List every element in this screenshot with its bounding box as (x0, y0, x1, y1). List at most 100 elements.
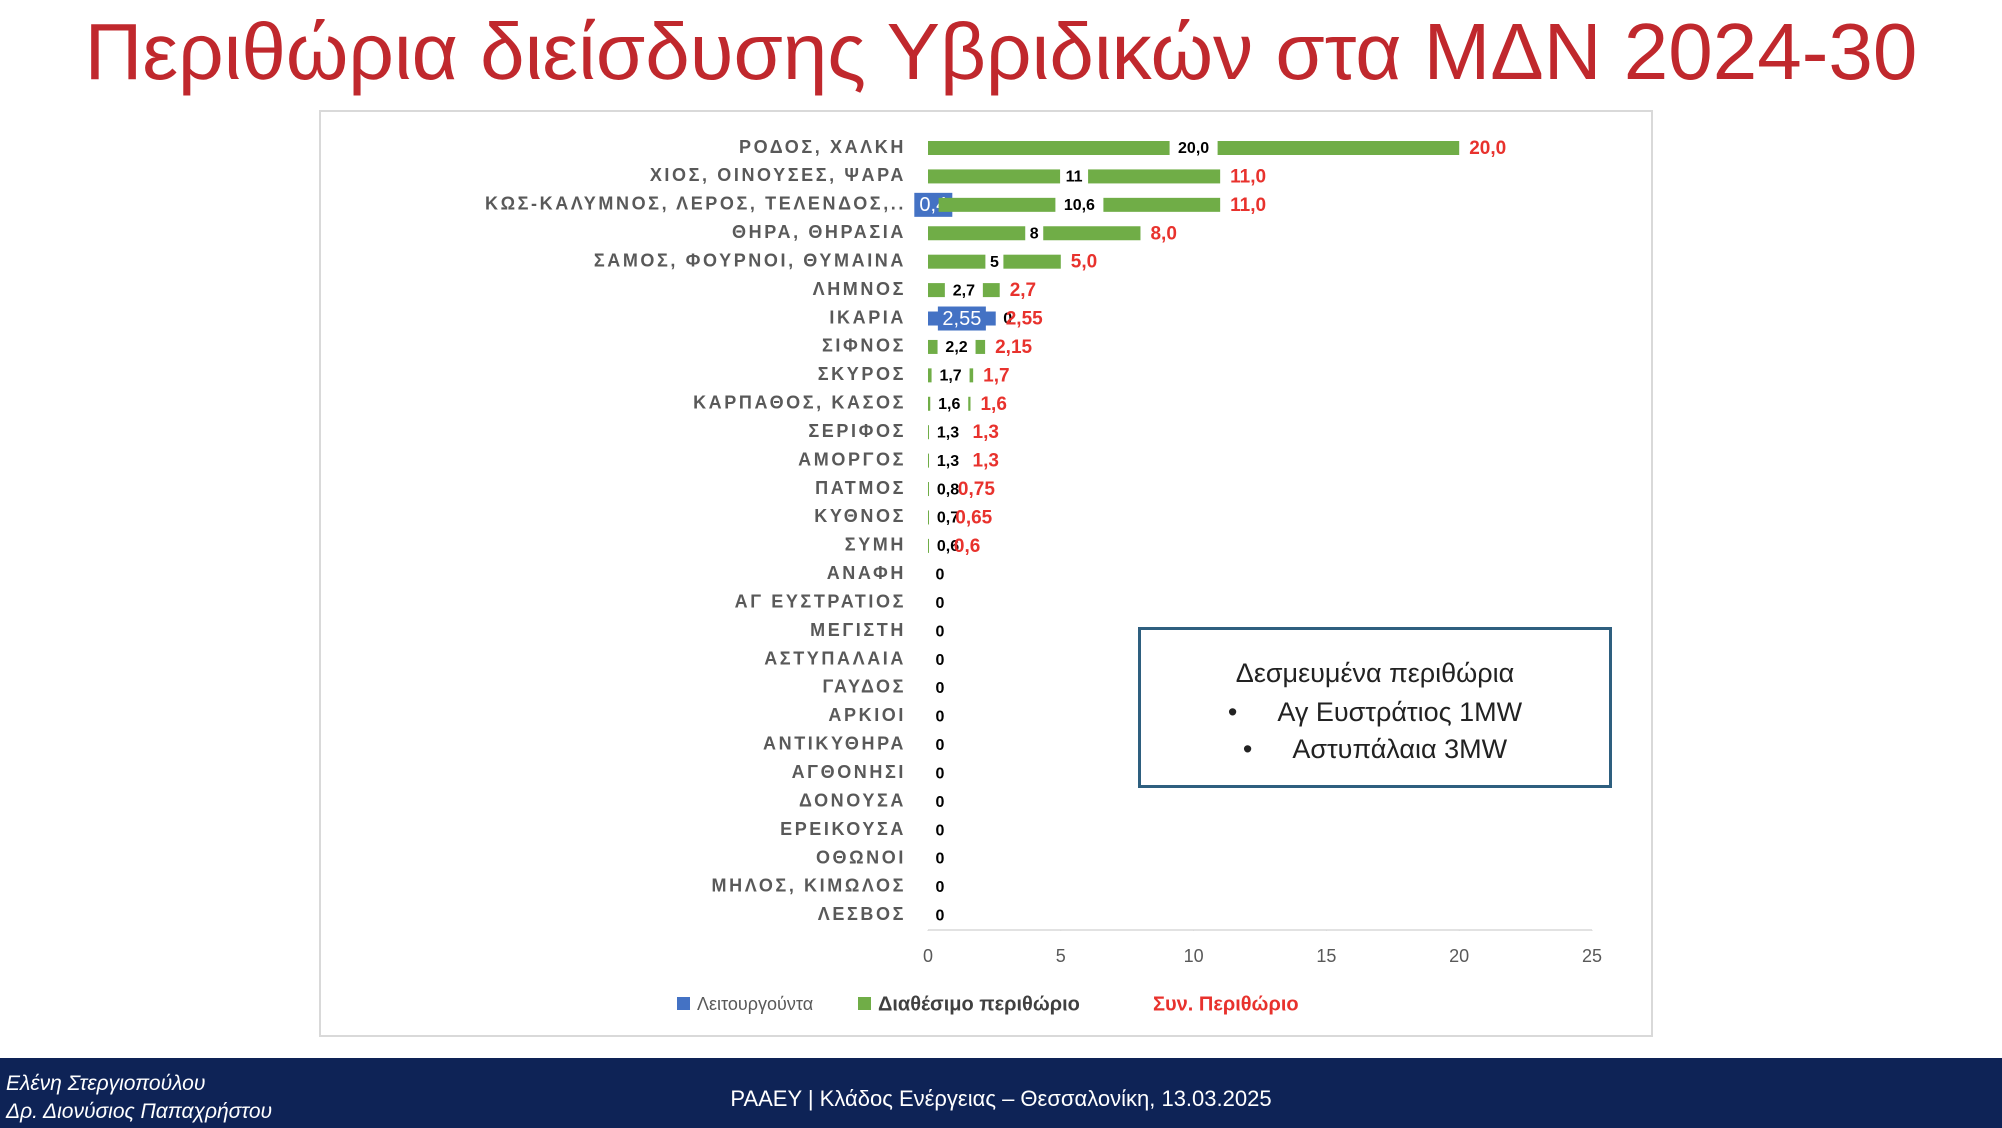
x-tick-label: 10 (1184, 946, 1204, 966)
value-label: 0,6 (937, 538, 959, 555)
value-label: 0 (936, 623, 945, 640)
total-label: 1,6 (980, 394, 1006, 415)
label-backing (1025, 221, 1044, 246)
value-label: 0 (936, 709, 945, 726)
y-tick-label: ΑΡΚΙΟΙ (828, 705, 906, 725)
total-label: 0,6 (954, 536, 980, 557)
y-tick-label: ΡΟΔΟΣ, ΧΑΛΚΗ (739, 137, 906, 157)
legend-swatch (858, 997, 871, 1010)
chart-frame (319, 110, 1653, 1037)
label-backing (931, 732, 949, 757)
footer-author: Ελένη Στεργιοπούλου (6, 1072, 206, 1095)
legend-label: Διαθέσιμο περιθώριο (878, 993, 1080, 1015)
value-label: 1,6 (938, 396, 960, 413)
value-label: 20,0 (1178, 140, 1209, 157)
label-backing (931, 675, 949, 700)
label-backing (929, 505, 967, 530)
value-label: 0 (936, 879, 945, 896)
value-label: 11 (1066, 169, 1083, 186)
y-tick-label: ΑΜΟΡΓΟΣ (798, 449, 906, 469)
total-label: 2,15 (995, 337, 1032, 358)
legend-label: Συν. Περιθώριο (1153, 993, 1299, 1015)
label-backing (931, 619, 949, 644)
legend-swatch (677, 997, 690, 1010)
note-item: Αστυπάλαια 3MW (1141, 734, 1609, 765)
y-tick-label: ΣΙΦΝΟΣ (822, 336, 906, 356)
total-label: 2,55 (1006, 309, 1043, 330)
footer-author: Δρ. Διονύσιος Παπαχρήστου (6, 1100, 273, 1123)
y-tick-label: ΙΚΑΡΙΑ (829, 307, 906, 327)
y-tick-label: ΚΥΘΝΟΣ (814, 506, 906, 526)
y-tick-label: ΠΑΤΜΟΣ (815, 478, 906, 498)
value-label: 2,55 (942, 308, 981, 330)
value-label: 0 (936, 851, 945, 868)
total-label: 5,0 (1071, 252, 1097, 273)
label-backing (1060, 164, 1089, 189)
label-backing (931, 846, 949, 871)
y-tick-label: ΣΑΜΟΣ, ΦΟΥΡΝΟΙ, ΘΥΜΑΙΝΑ (594, 250, 906, 270)
value-label: 0 (936, 567, 945, 584)
y-tick-label: ΑΓΘΟΝΗΣΙ (792, 762, 906, 782)
total-label: 0,65 (955, 507, 992, 528)
label-backing (931, 789, 949, 814)
label-backing (931, 818, 949, 843)
y-tick-label: ΑΣΤΥΠΑΛΑΙΑ (764, 648, 906, 668)
note-title: Δεσμευμένα περιθώρια (1235, 658, 1515, 688)
value-label: 0 (936, 794, 945, 811)
x-tick-label: 20 (1449, 946, 1469, 966)
y-tick-label: ΑΝΑΦΗ (827, 563, 906, 583)
value-label: 0,7 (937, 510, 959, 527)
label-backing (929, 477, 967, 502)
label-backing (930, 391, 969, 416)
total-label: 1,7 (983, 365, 1009, 386)
total-label: 0,75 (958, 479, 995, 500)
footer: Ελένη Στεργιοπούλου Δρ. Διονύσιος Παπαχρ… (0, 1058, 2002, 1128)
x-tick-label: 25 (1582, 946, 1602, 966)
label-backing (931, 903, 949, 928)
y-tick-label: ΜΗΛΟΣ, ΚΙΜΩΛΟΣ (712, 876, 906, 896)
label-backing (1169, 136, 1218, 160)
value-label: 0 (936, 652, 945, 669)
value-label: 2,2 (945, 339, 967, 356)
x-tick-label: 0 (923, 946, 933, 966)
label-backing (998, 306, 1017, 331)
value-label: 0 (936, 737, 945, 754)
y-tick-label: ΧΙΟΣ, ΟΙΝΟΥΣΕΣ, ΨΑΡΑ (650, 165, 906, 185)
footer-center: ΡΑΑΕΥ | Κλάδος Ενέργειας – Θεσσαλονίκη, … (730, 1086, 1272, 1111)
label-backing (944, 278, 983, 303)
label-backing (931, 363, 970, 388)
value-label: 5 (990, 254, 999, 271)
label-backing (1055, 192, 1104, 217)
y-tick-label: ΜΕΓΙΣΤΗ (810, 620, 906, 640)
legend-label: Λειτουργούντα (697, 994, 813, 1014)
slide-title: Περιθώρια διείσδυσης Υβριδικών στα ΜΔΝ 2… (84, 7, 1918, 96)
label-backing (931, 562, 949, 587)
value-label: 0 (936, 680, 945, 697)
value-label: 0,8 (937, 481, 959, 498)
y-tick-label: ΕΡΕΙΚΟΥΣΑ (780, 819, 906, 839)
y-tick-label: ΚΑΡΠΑΘΟΣ, ΚΑΣΟΣ (693, 393, 906, 413)
value-label: 10,6 (1064, 197, 1095, 214)
x-tick-label: 15 (1316, 946, 1336, 966)
label-backing (937, 306, 986, 331)
value-label: 0 (1003, 311, 1012, 328)
value-label: 8 (1030, 225, 1039, 242)
y-tick-label: ΟΘΩΝΟΙ (816, 847, 906, 867)
y-tick-label: ΔΟΝΟΥΣΑ (799, 790, 906, 810)
label-backing (937, 334, 976, 359)
label-backing (931, 590, 949, 615)
value-label: 0 (936, 822, 945, 839)
y-tick-label: ΛΗΜΝΟΣ (813, 279, 906, 299)
x-tick-label: 5 (1056, 946, 1066, 966)
value-label: 1,3 (937, 424, 959, 441)
y-tick-label: ΣΕΡΙΦΟΣ (808, 421, 906, 441)
total-label: 11,0 (1230, 166, 1266, 187)
value-label: 2,7 (953, 282, 975, 299)
chart: 0 5 10 15 20 25 ΡΟΔΟΣ, ΧΑΛΚΗ ΧΙΟΣ, ΟΙΝΟΥΣΕΣ, ΨΑ… (485, 136, 1602, 1015)
y-tick-label: ΚΩΣ-ΚΑΛΥΜΝΟΣ, ΛΕΡΟΣ, ΤΕΛΕΝΔΟΣ,.. (485, 194, 906, 214)
value-label: 1,7 (939, 368, 961, 385)
y-tick-label: ΘΗΡΑ, ΘΗΡΑΣΙΑ (732, 222, 906, 242)
label-backing (931, 647, 949, 672)
label-backing (929, 420, 967, 445)
total-label: 2,7 (1010, 280, 1036, 301)
